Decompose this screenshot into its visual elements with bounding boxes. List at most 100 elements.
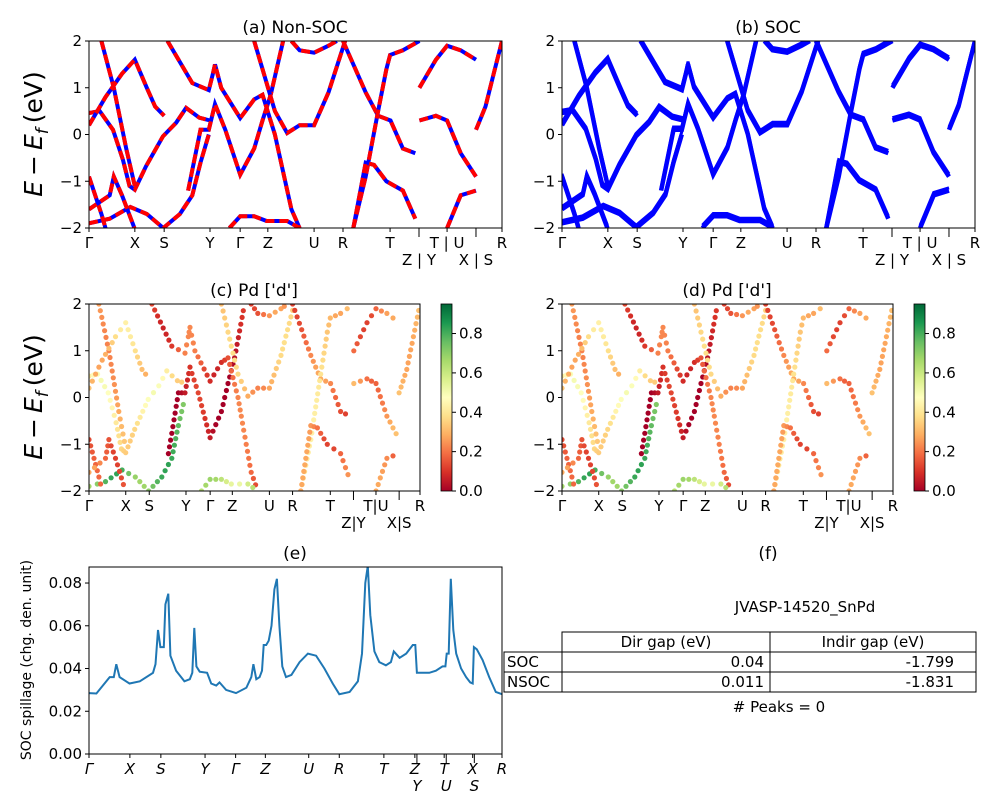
projection-point <box>801 380 807 387</box>
projection-point <box>404 366 410 372</box>
projection-point <box>216 415 222 421</box>
projection-point <box>364 320 370 326</box>
panel-b-frame <box>561 40 976 229</box>
projection-point <box>754 340 760 346</box>
projection-point <box>200 409 206 415</box>
projection-point <box>618 396 624 402</box>
projection-point <box>723 389 729 395</box>
projection-point <box>174 397 180 403</box>
projection-point <box>384 455 390 461</box>
projection-point <box>115 402 121 408</box>
x-tick-label: S <box>617 497 627 515</box>
projection-point <box>102 455 109 461</box>
projection-point <box>141 483 147 489</box>
projection-point <box>662 332 668 338</box>
projection-point <box>137 360 143 366</box>
y-tick-label: 0.02 <box>49 702 82 720</box>
projection-point <box>824 348 830 354</box>
projection-point <box>878 360 884 366</box>
projection-point <box>89 385 92 391</box>
projection-point <box>627 479 634 485</box>
projection-point <box>238 378 244 384</box>
x-tick-label: Z|Y <box>814 514 839 532</box>
panel-f-title: (f) <box>758 544 777 564</box>
x-tick-label: R <box>760 497 770 515</box>
projection-point <box>357 334 363 340</box>
projection-point <box>361 327 367 333</box>
projection-point <box>848 387 854 393</box>
projection-point <box>118 475 124 481</box>
projection-point <box>197 396 203 402</box>
projection-point <box>402 372 408 378</box>
projection-point <box>638 461 645 468</box>
projection-point <box>89 469 92 475</box>
projection-point <box>670 396 676 402</box>
projection-point <box>102 351 109 357</box>
x-tick-label: Z <box>263 234 273 252</box>
x-tick-label: R <box>497 760 507 778</box>
projection-point <box>857 310 863 316</box>
projection-point <box>739 385 746 391</box>
projection-point <box>125 444 131 450</box>
projection-point <box>850 394 856 400</box>
projection-point <box>169 343 175 349</box>
projection-point <box>660 324 666 330</box>
projection-point <box>311 417 317 423</box>
projection-point <box>110 375 116 381</box>
projection-point <box>150 390 157 396</box>
projection-point <box>165 461 171 468</box>
projection-point <box>378 308 384 314</box>
material-id: JVASP-14520_SnPd <box>734 598 875 617</box>
projection-point <box>579 437 585 443</box>
projection-point <box>272 309 278 315</box>
projection-point <box>612 366 618 372</box>
projection-point <box>218 304 224 307</box>
projection-point <box>594 438 601 444</box>
projection-point <box>581 475 587 481</box>
y-tick-label: 1 <box>72 79 82 97</box>
projection-point <box>162 468 168 474</box>
projection-point <box>175 423 181 429</box>
row-label-soc: SOC <box>507 653 539 671</box>
soc-indir-gap: -1.799 <box>906 653 954 671</box>
projection-point <box>166 337 172 343</box>
x-tick-label: Γ <box>679 497 688 515</box>
projection-point <box>605 474 611 480</box>
projection-point <box>639 444 646 450</box>
projection-point <box>220 401 226 408</box>
projection-point <box>338 408 344 415</box>
x-tick-label: U <box>303 760 314 778</box>
projection-point <box>811 451 817 457</box>
projection-point <box>830 378 837 384</box>
projection-point <box>700 361 706 367</box>
projection-point <box>701 343 707 349</box>
projection-point <box>581 361 587 367</box>
x-tick-label: Γ <box>709 234 718 252</box>
projection-point <box>643 449 649 455</box>
projection-point <box>106 345 112 351</box>
projection-point <box>646 436 652 442</box>
projection-point <box>698 329 704 335</box>
projection-point <box>220 308 226 314</box>
projection-point <box>628 313 634 319</box>
projection-point <box>213 476 219 482</box>
projection-point <box>564 465 571 471</box>
projection-point <box>234 341 240 347</box>
projection-point <box>846 306 852 312</box>
projection-point <box>169 430 175 436</box>
x-tick-label: S <box>470 777 480 795</box>
projection-point <box>701 481 707 487</box>
projection-point <box>123 450 129 456</box>
x-tick-label: R <box>415 497 425 515</box>
projection-point <box>707 341 713 347</box>
projection-point <box>754 304 760 309</box>
band-line <box>351 41 421 228</box>
projection-point <box>708 394 714 401</box>
projection-point <box>190 340 196 346</box>
projection-point <box>577 449 583 455</box>
projection-point <box>410 334 416 340</box>
y-tick-label: 1 <box>545 79 555 97</box>
projection-point <box>154 479 160 485</box>
projection-point <box>223 322 229 328</box>
projection-point <box>701 368 707 374</box>
